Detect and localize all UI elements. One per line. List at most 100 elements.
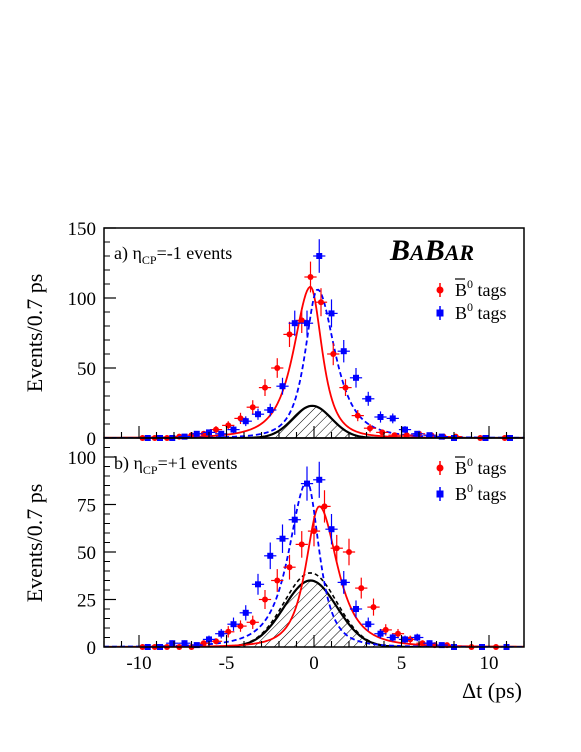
b-data-point: [178, 640, 191, 647]
b-data-point: [251, 408, 265, 420]
bbar-data-point: [318, 490, 331, 523]
background-hatched-area: [104, 580, 524, 647]
panel-b-eta-cp-plus-one: 0 25 50 75 100 b) ηCP=+1 events Events/0.7 p…: [22, 437, 525, 659]
legend-red-circle-marker: [436, 464, 444, 472]
x-tick-label: -5: [219, 653, 235, 674]
b-data-point: [325, 514, 338, 545]
panel-a-legend-b: B0 tags: [436, 300, 507, 323]
y-tick-label: 150: [68, 219, 97, 240]
panel-a-legend-b-label: B0 tags: [455, 300, 507, 323]
x-tick-label: 5: [397, 653, 407, 674]
b-data-point: [398, 635, 412, 644]
b-data-point: [313, 239, 326, 273]
b-data-point: [276, 524, 289, 553]
panel-a-eta-cp-minus-one: 0 50 100 150 a) ηCP=-1 events Events/0.7 ps…: [22, 219, 525, 450]
b-data-point: [325, 299, 338, 328]
panel-a-background-layer: [104, 404, 524, 438]
panel-b-y-ticks: 0 25 50 75 100: [68, 437, 116, 659]
bbar-data-point: [388, 432, 401, 439]
bbar-data-point: [258, 590, 272, 609]
panel-a-label: a) ηCP=-1 events: [114, 243, 232, 267]
panel-b-legend: B0 tags B0 tags: [436, 455, 507, 504]
panel-a-y-ticks: 0 50 100 150: [68, 219, 116, 450]
bbar-data-point: [367, 598, 380, 616]
panel-b-legend-bbar: B0 tags: [436, 455, 507, 478]
b-data-point: [215, 430, 228, 437]
bbar-data-point: [376, 429, 389, 436]
bbar-data-point: [271, 569, 284, 592]
background-hatched-area: [104, 405, 524, 438]
panel-a-legend-bbar: B0 tags: [436, 277, 507, 300]
background-curve: [104, 579, 524, 647]
b-data-point: [386, 413, 399, 424]
b-data-point: [264, 403, 277, 417]
bbar-data-point: [355, 577, 368, 599]
panel-b-label: b) ηCP=+1 events: [114, 453, 237, 477]
b-data-point: [227, 426, 240, 434]
background-curve: [104, 404, 524, 438]
panel-a-legend: B0 tags B0 tags: [436, 277, 507, 323]
b-data-point: [251, 573, 265, 595]
b-data-point: [300, 310, 314, 336]
b-data-point: [349, 600, 363, 618]
y-tick-label: 0: [87, 638, 97, 659]
y-tick-label: 50: [77, 359, 96, 380]
bbar-data-point: [339, 379, 352, 396]
b-data-point: [227, 617, 240, 631]
bbar-data-point: [283, 321, 296, 347]
bbar-data-point: [342, 538, 356, 566]
x-axis-tick-labels: -10 -5 0 5 10: [126, 653, 498, 674]
panel-a-points-layer: [136, 239, 517, 441]
panel-b-legend-b-label: B0 tags: [455, 481, 507, 504]
bbar-data-point: [304, 261, 317, 293]
b-data-point: [374, 628, 387, 639]
y-tick-label: 75: [77, 496, 96, 517]
bbar-data-point: [283, 554, 296, 580]
b-data-point: [398, 426, 412, 434]
panel-b-legend-b: B0 tags: [436, 481, 507, 504]
bbar-data-point: [246, 400, 259, 415]
y-tick-label: 25: [77, 591, 96, 612]
y-tick-label: 0: [87, 429, 97, 450]
bbar-data-point: [271, 358, 284, 378]
bbar-data-point: [327, 342, 340, 366]
panel-a-x-ticks: [103, 426, 525, 438]
b-data-point: [423, 432, 436, 439]
bbar-data-point: [391, 628, 405, 639]
bbar-data-point: [330, 534, 343, 562]
legend-blue-square-marker: [436, 490, 444, 498]
b-data-point: [362, 391, 375, 406]
babar-logo: BABAR: [389, 234, 474, 267]
bbar-data-point: [363, 424, 377, 433]
b-data-point: [362, 617, 375, 631]
b-data-point: [313, 461, 326, 498]
b-data-point: [411, 633, 424, 642]
panel-b-legend-bbar-label: B0 tags: [455, 455, 507, 478]
panel-b-x-ticks: [103, 635, 525, 647]
bbar-data-point: [314, 288, 328, 317]
legend-blue-square-marker: [436, 309, 444, 317]
b-data-point: [190, 430, 203, 437]
b-data-point: [423, 640, 436, 647]
b-data-point: [300, 466, 314, 501]
babar-logo-text: BABAR: [389, 234, 474, 267]
b-data-point: [215, 628, 228, 639]
x-tick-label: 0: [309, 653, 319, 674]
panel-b-points-layer: [136, 461, 513, 650]
b-data-point: [337, 340, 350, 363]
b-data-point: [166, 640, 179, 647]
panel-a-y-axis-label: Events/0.7 ps: [22, 274, 47, 393]
b-data-point: [374, 411, 387, 423]
b-data-point: [288, 504, 301, 535]
x-axis-label: Δt (ps): [462, 678, 522, 703]
x-tick-label: -10: [126, 653, 151, 674]
b-data-point: [239, 605, 252, 621]
bbar-data-point: [258, 379, 272, 396]
x-tick-label: 10: [480, 653, 499, 674]
b-data-point: [411, 430, 424, 437]
panel-b-background-layer: [104, 572, 524, 647]
b-data-point: [349, 368, 363, 388]
legend-red-circle-marker: [436, 286, 444, 294]
panel-b-y-axis-label: Events/0.7 ps: [22, 484, 47, 603]
b-data-point: [276, 377, 289, 395]
